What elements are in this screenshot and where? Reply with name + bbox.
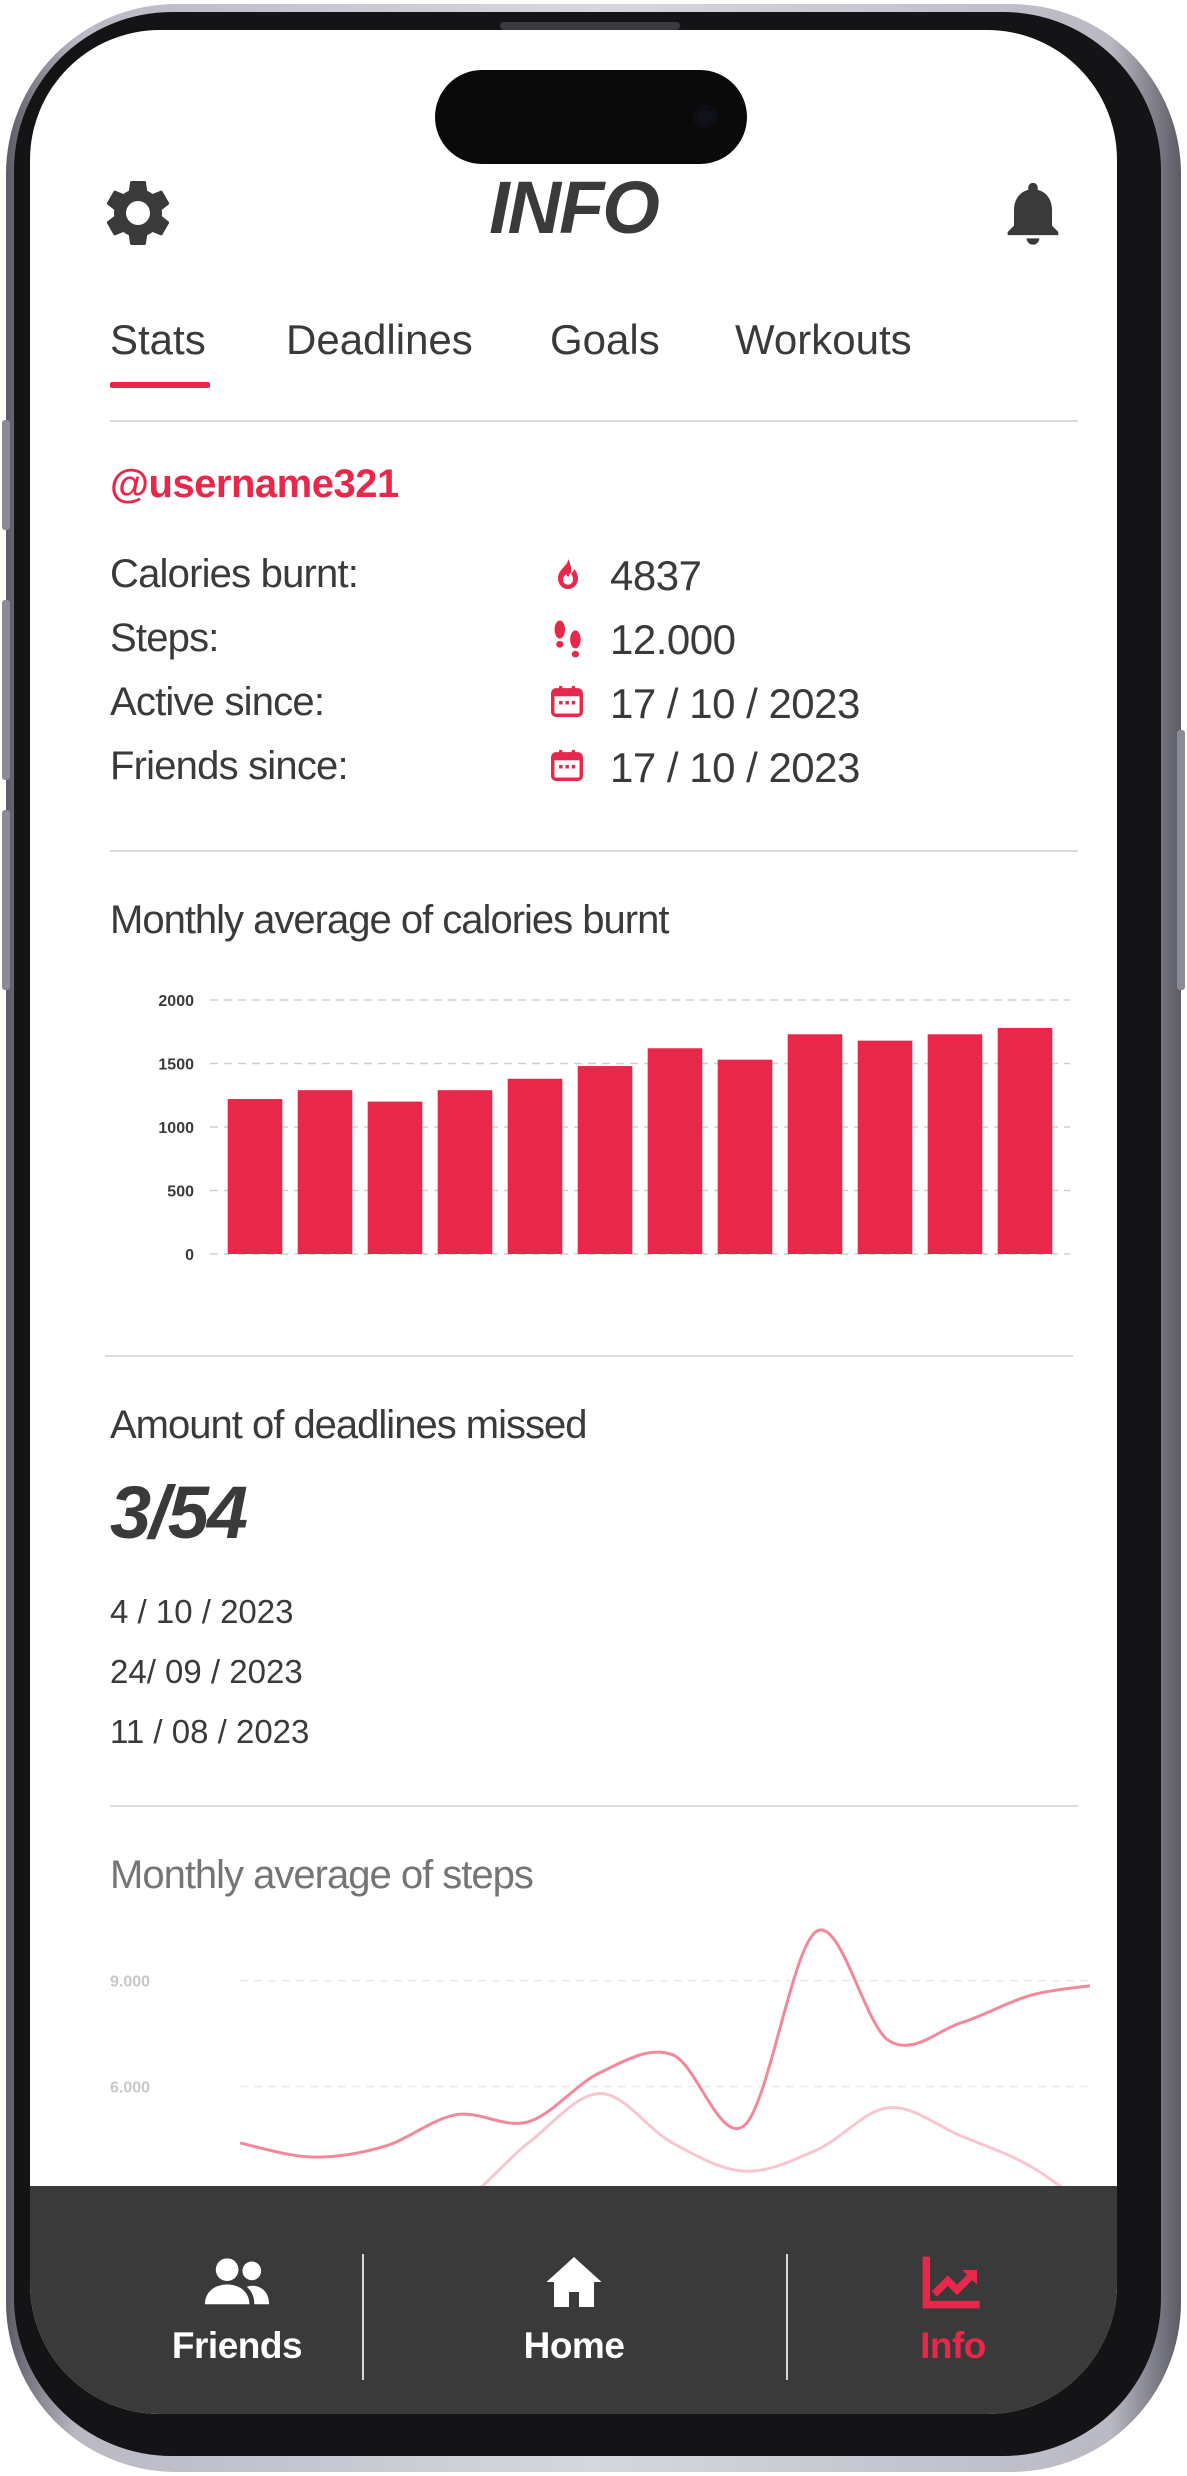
volume-down-button: [2, 810, 10, 990]
nav-label-friends: Friends: [171, 2325, 303, 2366]
section-divider: [105, 1355, 1073, 1357]
nav-friends[interactable]: Friends: [107, 2254, 367, 2367]
camera-icon: [693, 105, 717, 129]
tab-deadlines[interactable]: Deadlines: [286, 316, 473, 363]
bottom-navigation: Friends Home Info: [30, 2186, 1117, 2414]
bar: [787, 1034, 843, 1254]
footsteps-icon: [548, 618, 588, 658]
bar: [577, 1066, 633, 1254]
power-button: [1177, 730, 1185, 990]
stat-value-active-since: 17 / 10 / 2023: [610, 680, 860, 727]
bar: [647, 1048, 703, 1254]
tabs-divider: [110, 420, 1078, 422]
bar: [717, 1059, 773, 1254]
y-tick-label: 9.000: [110, 1974, 150, 1991]
bar: [297, 1090, 353, 1254]
calendar-icon: [548, 682, 588, 722]
tab-workouts[interactable]: Workouts: [735, 316, 912, 363]
nav-home[interactable]: Home: [444, 2254, 704, 2367]
tab-goals[interactable]: Goals: [550, 316, 660, 363]
stat-label-friends-since: Friends since:: [110, 744, 349, 788]
bar: [857, 1040, 913, 1254]
y-tick-label: 1000: [158, 1120, 194, 1137]
chart-line-icon: [922, 2256, 980, 2309]
side-button: [2, 420, 10, 530]
nav-separator: [786, 2254, 788, 2380]
bar: [367, 1101, 423, 1254]
y-tick-label: 2000: [158, 993, 194, 1010]
nav-label-info: Info: [920, 2325, 986, 2366]
gear-icon[interactable]: [90, 165, 186, 261]
stat-label-calories: Calories burnt:: [110, 552, 359, 596]
missed-deadline-date: 11 / 08 / 2023: [110, 1713, 310, 1750]
missed-deadline-date: 24/ 09 / 2023: [110, 1653, 303, 1690]
bell-icon[interactable]: [985, 165, 1081, 261]
bar: [227, 1099, 283, 1254]
nav-label-home: Home: [523, 2325, 625, 2366]
y-tick-label: 1500: [158, 1057, 194, 1074]
deadlines-missed-count: 3/54: [110, 1471, 248, 1554]
series-line: [239, 1928, 1090, 2159]
section-divider: [110, 850, 1078, 852]
username: @username321: [110, 462, 399, 506]
nav-info[interactable]: Info: [823, 2254, 1083, 2367]
stat-label-steps: Steps:: [110, 616, 219, 660]
y-tick-label: 500: [167, 1184, 194, 1201]
tab-stats[interactable]: Stats: [110, 316, 206, 363]
y-tick-label: 6.000: [110, 2079, 150, 2096]
stat-label-active-since: Active since:: [110, 680, 325, 724]
speaker-grille: [500, 22, 680, 30]
bar: [927, 1034, 983, 1254]
page-title: INFO: [489, 166, 660, 249]
home-icon: [546, 2257, 602, 2307]
calories-chart-title: Monthly average of calories burnt: [110, 898, 669, 942]
bar: [997, 1027, 1053, 1254]
missed-deadline-date: 4 / 10 / 2023: [110, 1593, 294, 1630]
y-tick-label: 0: [185, 1247, 194, 1264]
stat-value-calories: 4837: [610, 552, 702, 599]
section-divider: [110, 1805, 1078, 1807]
calendar-icon: [548, 746, 588, 786]
volume-up-button: [2, 600, 10, 780]
stat-value-friends-since: 17 / 10 / 2023: [610, 744, 860, 791]
flame-icon: [548, 554, 588, 594]
friends-icon: [204, 2258, 270, 2305]
active-tab-indicator: [110, 382, 210, 388]
dynamic-island: [435, 70, 747, 164]
deadlines-title: Amount of deadlines missed: [110, 1403, 587, 1447]
stat-value-steps: 12.000: [610, 616, 736, 663]
steps-chart-title: Monthly average of steps: [110, 1853, 534, 1897]
calories-bar-chart: 0500100015002000JFMAMJJASOND: [158, 993, 1070, 1264]
app-screen: INFO Stats Deadlines Goals Workouts @use…: [30, 30, 1117, 2414]
nav-separator: [362, 2254, 364, 2380]
bar: [437, 1090, 493, 1254]
bar: [507, 1078, 563, 1254]
